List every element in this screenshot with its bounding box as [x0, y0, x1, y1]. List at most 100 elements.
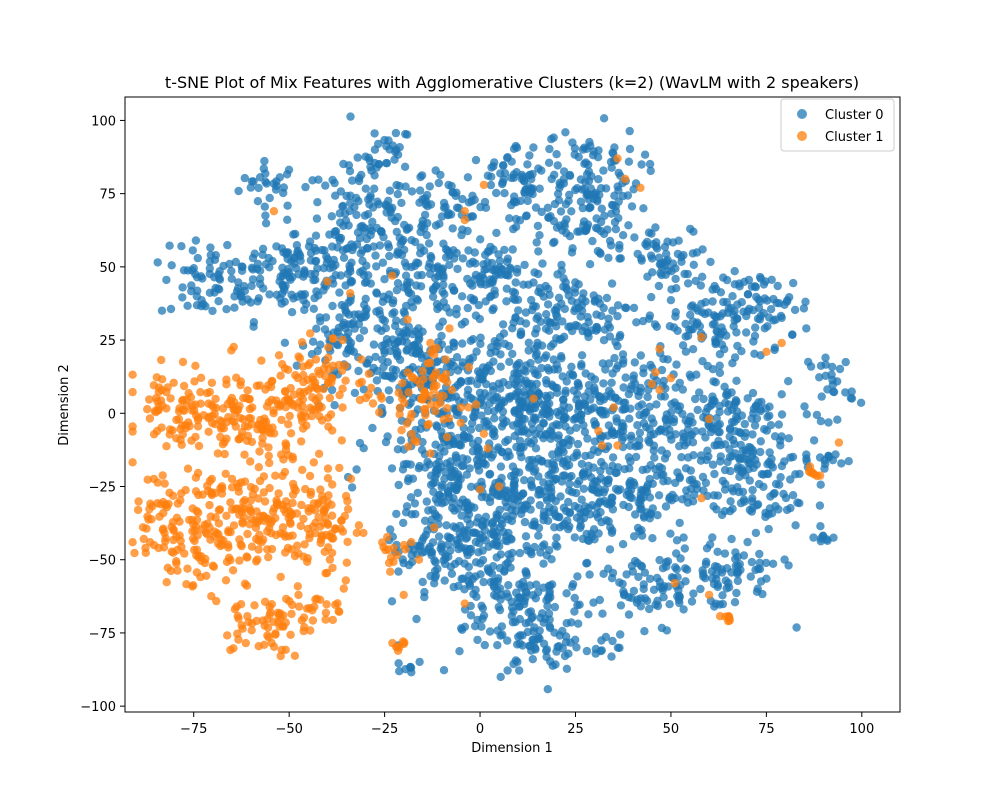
point-cluster-0 — [283, 215, 292, 224]
point-cluster-0 — [659, 593, 668, 602]
point-cluster-0 — [488, 562, 498, 571]
point-cluster-0 — [545, 144, 554, 154]
point-cluster-1 — [407, 537, 416, 547]
point-cluster-0 — [205, 264, 214, 273]
point-cluster-1 — [305, 604, 314, 613]
point-cluster-0 — [335, 236, 344, 245]
point-cluster-0 — [514, 306, 523, 315]
point-cluster-0 — [505, 357, 514, 366]
point-cluster-1 — [306, 626, 315, 635]
point-cluster-1 — [306, 329, 315, 338]
point-cluster-1 — [666, 373, 676, 383]
point-cluster-0 — [346, 112, 355, 121]
point-cluster-1 — [255, 476, 265, 486]
point-cluster-0 — [717, 323, 726, 332]
point-cluster-0 — [454, 557, 464, 566]
point-cluster-1 — [278, 471, 287, 481]
point-cluster-0 — [279, 188, 288, 198]
point-cluster-0 — [578, 203, 587, 213]
point-cluster-0 — [361, 184, 370, 193]
point-cluster-0 — [604, 253, 613, 263]
point-cluster-1 — [278, 360, 287, 369]
point-cluster-1 — [128, 427, 137, 436]
point-cluster-1 — [252, 381, 262, 390]
point-cluster-1 — [206, 512, 215, 521]
point-cluster-0 — [577, 360, 586, 369]
point-cluster-0 — [711, 339, 720, 349]
point-cluster-1 — [426, 449, 435, 458]
point-cluster-1 — [494, 482, 504, 491]
point-cluster-0 — [815, 501, 825, 510]
point-cluster-0 — [618, 405, 627, 414]
point-cluster-0 — [585, 510, 595, 519]
point-cluster-0 — [573, 378, 582, 388]
point-cluster-0 — [743, 394, 752, 403]
point-cluster-1 — [328, 615, 337, 625]
point-cluster-0 — [740, 277, 749, 286]
point-cluster-0 — [414, 464, 423, 473]
point-cluster-0 — [516, 316, 525, 326]
point-cluster-0 — [762, 426, 771, 435]
point-cluster-0 — [625, 144, 635, 154]
point-cluster-1 — [464, 363, 474, 372]
point-cluster-0 — [383, 358, 392, 367]
point-cluster-0 — [586, 395, 595, 404]
point-cluster-0 — [751, 565, 760, 575]
point-cluster-0 — [558, 521, 568, 530]
point-cluster-0 — [410, 341, 419, 350]
point-cluster-0 — [355, 438, 365, 448]
point-cluster-0 — [488, 450, 497, 460]
point-cluster-1 — [229, 521, 239, 530]
point-cluster-0 — [570, 144, 580, 153]
point-cluster-0 — [416, 243, 425, 252]
point-cluster-0 — [457, 461, 467, 471]
point-cluster-1 — [275, 402, 284, 411]
point-cluster-0 — [574, 152, 583, 162]
point-cluster-0 — [657, 365, 667, 375]
point-cluster-0 — [680, 544, 689, 553]
point-cluster-1 — [267, 377, 276, 386]
point-cluster-0 — [562, 589, 571, 598]
point-cluster-0 — [401, 665, 410, 674]
point-cluster-0 — [451, 191, 460, 201]
point-cluster-1 — [193, 415, 203, 425]
point-cluster-0 — [618, 231, 628, 240]
point-cluster-0 — [493, 641, 502, 650]
point-cluster-0 — [619, 587, 628, 596]
point-cluster-1 — [276, 371, 285, 380]
point-cluster-0 — [544, 326, 554, 335]
point-cluster-0 — [572, 423, 581, 432]
point-cluster-0 — [559, 395, 568, 405]
point-cluster-0 — [799, 304, 809, 313]
point-cluster-0 — [370, 145, 380, 154]
point-cluster-0 — [750, 331, 760, 341]
point-cluster-0 — [492, 188, 501, 198]
point-cluster-0 — [521, 308, 531, 317]
point-cluster-0 — [732, 328, 741, 337]
point-cluster-1 — [294, 602, 304, 611]
point-cluster-0 — [809, 533, 818, 542]
point-cluster-0 — [671, 312, 680, 321]
y-tick-label: 100 — [91, 114, 116, 129]
point-cluster-0 — [440, 498, 449, 507]
point-cluster-0 — [474, 300, 483, 310]
point-cluster-0 — [442, 459, 451, 468]
point-cluster-0 — [520, 476, 529, 485]
point-cluster-0 — [337, 300, 346, 310]
point-cluster-1 — [430, 350, 439, 359]
point-cluster-1 — [191, 361, 200, 370]
point-cluster-0 — [571, 635, 580, 644]
point-cluster-0 — [619, 383, 628, 392]
point-cluster-0 — [394, 480, 403, 490]
point-cluster-0 — [679, 605, 688, 614]
point-cluster-0 — [614, 186, 623, 195]
point-cluster-0 — [506, 263, 515, 273]
point-cluster-1 — [255, 447, 264, 456]
point-cluster-0 — [510, 288, 520, 297]
point-cluster-1 — [160, 479, 169, 488]
point-cluster-0 — [210, 255, 220, 264]
point-cluster-0 — [373, 197, 382, 206]
point-cluster-0 — [550, 237, 559, 247]
point-cluster-1 — [339, 584, 348, 593]
point-cluster-0 — [521, 532, 531, 541]
